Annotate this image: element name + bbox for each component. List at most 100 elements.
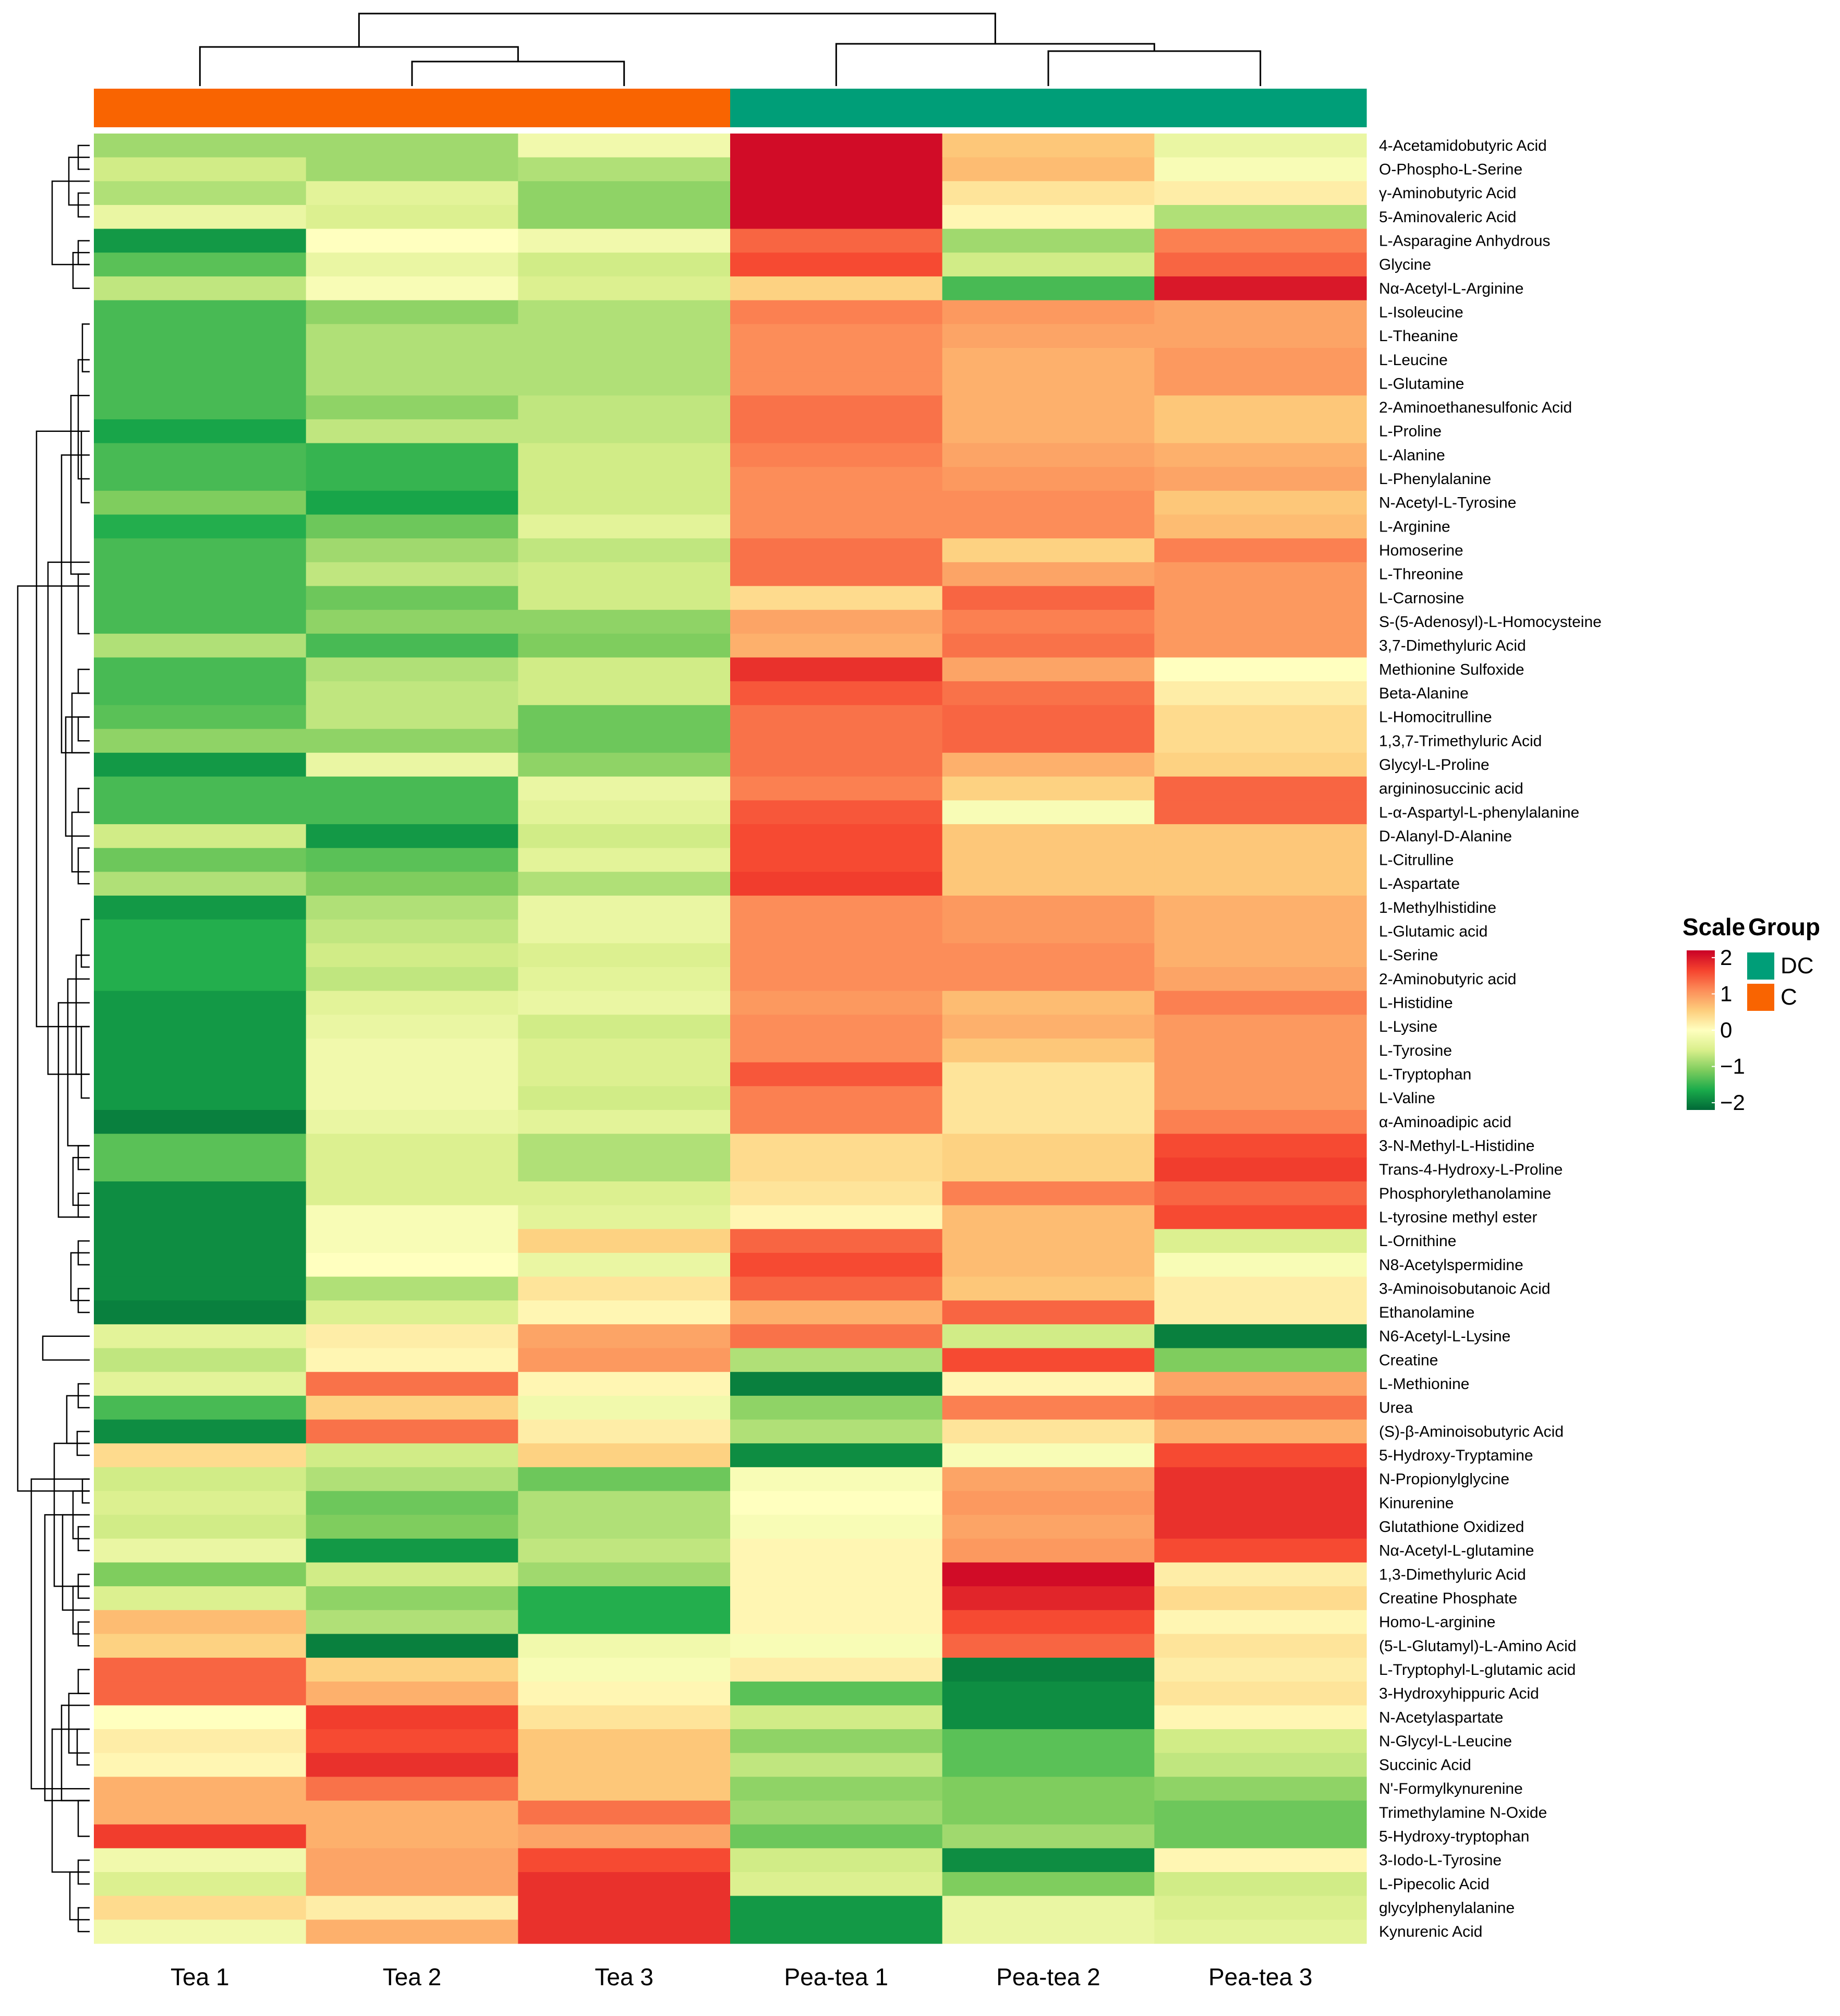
heatmap-cell — [518, 419, 731, 444]
heatmap-cell — [1154, 1276, 1367, 1301]
heatmap-cell — [94, 824, 307, 849]
heatmap-cell — [94, 467, 307, 491]
row-label: L-Arginine — [1379, 518, 1450, 535]
heatmap-cell — [94, 538, 307, 563]
heatmap-cell — [94, 1753, 307, 1777]
heatmap-cell — [942, 1015, 1155, 1039]
heatmap-cell — [94, 1109, 307, 1134]
heatmap-cell — [94, 753, 307, 777]
heatmap-cell — [730, 1276, 943, 1301]
heatmap-cell — [306, 1372, 518, 1396]
heatmap-cell — [94, 1062, 307, 1087]
heatmap-cell — [730, 1777, 943, 1801]
column-label: Tea 1 — [171, 1963, 229, 1990]
scale-tick-label: 2 — [1720, 945, 1732, 970]
heatmap-cell — [942, 1610, 1155, 1635]
heatmap-cell — [1154, 1538, 1367, 1563]
heatmap-cell — [518, 395, 731, 420]
heatmap-cell — [518, 705, 731, 730]
heatmap-cell — [1154, 753, 1367, 777]
row-label: L-Aspartate — [1379, 875, 1460, 892]
heatmap-cell — [1154, 514, 1367, 539]
row-dendrogram-branch — [47, 561, 90, 1075]
heatmap-cell — [306, 991, 518, 1015]
row-label: glycylphenylalanine — [1379, 1900, 1515, 1917]
heatmap-cell — [306, 1157, 518, 1182]
heatmap-cell — [1154, 1300, 1367, 1325]
heatmap-cell — [730, 633, 943, 658]
group-bar-segment — [942, 89, 1155, 127]
heatmap-cell — [942, 252, 1155, 277]
group-annotation-bar — [94, 89, 1367, 127]
scale-tick-label: −1 — [1720, 1054, 1745, 1079]
heatmap-cell — [730, 1181, 943, 1206]
heatmap-cell — [942, 1515, 1155, 1539]
heatmap-cell — [306, 1777, 518, 1801]
row-label: Urea — [1379, 1399, 1413, 1417]
heatmap-cell — [942, 1872, 1155, 1897]
heatmap-cell — [94, 324, 307, 348]
heatmap-cell — [518, 1681, 731, 1706]
heatmap-cell — [730, 1491, 943, 1515]
row-label: Phosphorylethanolamine — [1379, 1185, 1551, 1202]
heatmap-cell — [1154, 1562, 1367, 1587]
heatmap-cell — [306, 134, 518, 158]
row-label: γ-Aminobutyric Acid — [1379, 185, 1516, 202]
heatmap-cell — [942, 633, 1155, 658]
heatmap-cell — [94, 1920, 307, 1944]
heatmap-cell — [730, 586, 943, 610]
row-dendrogram — [17, 144, 90, 1933]
heatmap-cell — [1154, 419, 1367, 444]
heatmap-cell — [94, 1562, 307, 1587]
heatmap-cell — [730, 1229, 943, 1253]
heatmap-cell — [1154, 1753, 1367, 1777]
row-label: L-Glutamine — [1379, 375, 1464, 392]
heatmap-cell — [306, 1276, 518, 1301]
heatmap-cell — [1154, 538, 1367, 563]
heatmap-cell — [94, 919, 307, 944]
heatmap-cell — [518, 1586, 731, 1611]
heatmap-cell — [94, 562, 307, 587]
group-legend-swatch — [1747, 952, 1774, 980]
heatmap-cell — [306, 181, 518, 206]
heatmap-cell — [730, 1039, 943, 1063]
heatmap-cell — [942, 1252, 1155, 1277]
heatmap-cell — [730, 681, 943, 706]
heatmap-cell — [518, 1252, 731, 1277]
heatmap-cell — [942, 562, 1155, 587]
heatmap-cell — [942, 1753, 1155, 1777]
heatmap-cell — [518, 729, 731, 753]
heatmap-cell — [518, 1729, 731, 1754]
column-label: Pea-tea 1 — [784, 1963, 888, 1990]
heatmap-cell — [518, 1300, 731, 1325]
heatmap-cell — [94, 1229, 307, 1253]
heatmap-cell — [518, 538, 731, 563]
row-label: N-Acetylaspartate — [1379, 1709, 1503, 1726]
heatmap-cell — [306, 1634, 518, 1658]
heatmap-cell — [306, 1586, 518, 1611]
heatmap-cell — [942, 824, 1155, 849]
heatmap-cell — [518, 1634, 731, 1658]
heatmap-cell — [94, 896, 307, 920]
heatmap-cell — [1154, 1705, 1367, 1730]
heatmap-cell — [942, 1848, 1155, 1873]
row-dendrogram-branch — [67, 978, 90, 1146]
heatmap-cell — [1154, 1824, 1367, 1849]
heatmap-cell — [306, 490, 518, 515]
heatmap-cell — [94, 872, 307, 896]
heatmap-cell — [730, 1848, 943, 1873]
heatmap-cell — [518, 1467, 731, 1492]
heatmap-cell — [730, 1896, 943, 1920]
heatmap-cell — [306, 872, 518, 896]
heatmap-cell — [518, 1157, 731, 1182]
group-bar-segment — [518, 89, 731, 127]
row-dendrogram-branch — [68, 1693, 90, 1754]
row-label: S-(5-Adenosyl)-L-Homocysteine — [1379, 613, 1602, 631]
heatmap-cell — [942, 514, 1155, 539]
heatmap-cell — [94, 443, 307, 467]
heatmap-cell — [306, 467, 518, 491]
heatmap-cell — [1154, 1252, 1367, 1277]
heatmap-cell — [94, 228, 307, 253]
heatmap-cell — [94, 1848, 307, 1873]
heatmap-cell — [94, 276, 307, 301]
